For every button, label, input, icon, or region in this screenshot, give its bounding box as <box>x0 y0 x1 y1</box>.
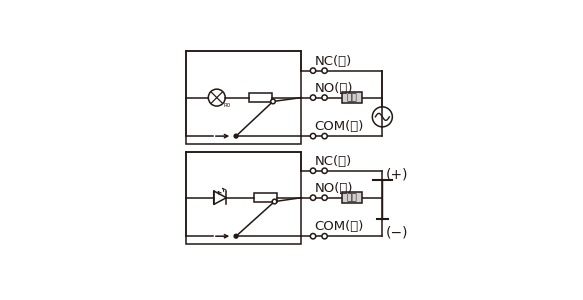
Circle shape <box>322 134 327 139</box>
Circle shape <box>272 199 277 204</box>
Circle shape <box>208 89 225 106</box>
Circle shape <box>310 68 316 73</box>
Bar <box>342 92 361 103</box>
Text: R0: R0 <box>224 103 231 108</box>
Circle shape <box>310 233 316 239</box>
Bar <box>342 192 361 203</box>
Text: NC(赤): NC(赤) <box>315 155 352 168</box>
Circle shape <box>234 134 238 138</box>
Circle shape <box>322 233 327 239</box>
Bar <box>186 152 301 244</box>
Text: NC(赤): NC(赤) <box>315 55 352 68</box>
Bar <box>249 93 272 102</box>
Circle shape <box>310 134 316 139</box>
Bar <box>254 194 277 202</box>
Text: COM(黒): COM(黒) <box>315 220 364 233</box>
Text: 負荷: 負荷 <box>346 193 357 202</box>
Circle shape <box>322 168 327 173</box>
Circle shape <box>234 234 238 238</box>
Circle shape <box>271 99 275 104</box>
Text: NO(白): NO(白) <box>315 82 353 94</box>
Text: (−): (−) <box>386 225 409 239</box>
Circle shape <box>322 68 327 73</box>
Text: COM(黒): COM(黒) <box>315 120 364 133</box>
Text: 負荷: 負荷 <box>346 93 357 102</box>
Circle shape <box>373 107 392 127</box>
Circle shape <box>322 95 327 100</box>
Text: (+): (+) <box>386 168 409 182</box>
Circle shape <box>310 195 316 200</box>
Bar <box>186 51 301 144</box>
Text: NO(白): NO(白) <box>315 182 353 195</box>
Polygon shape <box>214 191 226 205</box>
Circle shape <box>310 95 316 100</box>
Circle shape <box>322 195 327 200</box>
Circle shape <box>310 168 316 173</box>
